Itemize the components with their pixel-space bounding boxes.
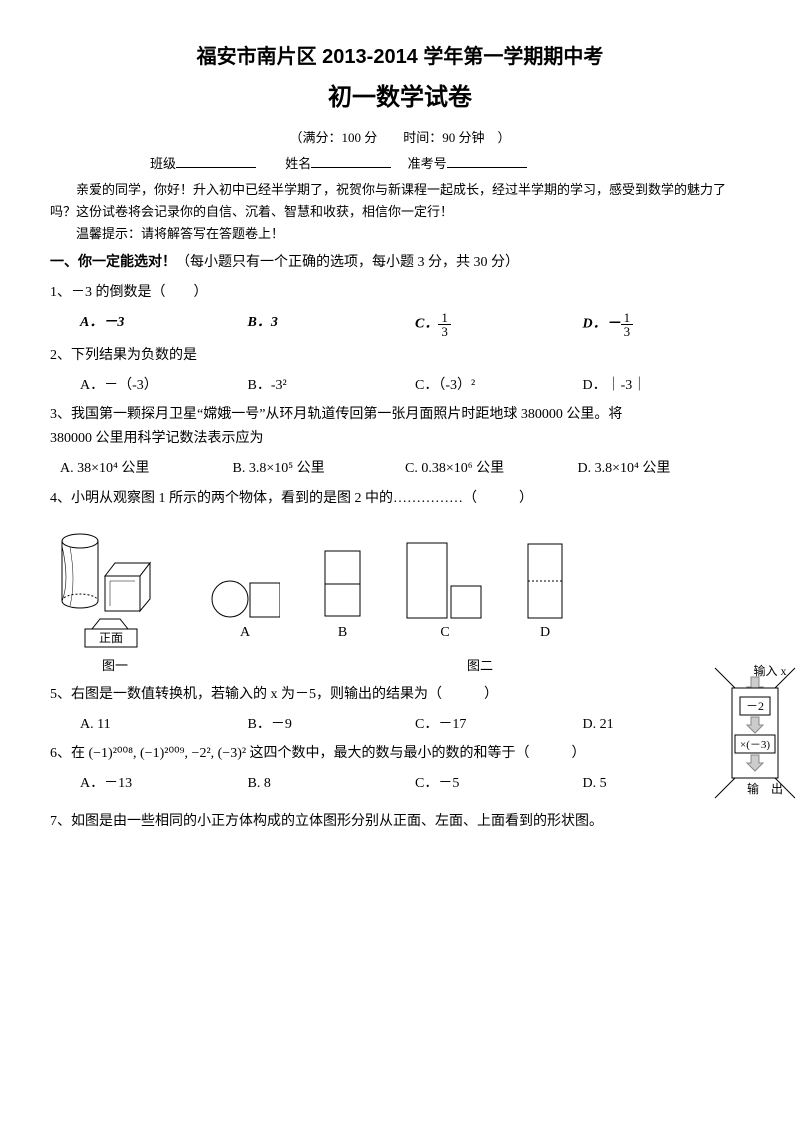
- q6-options: A．－13 B. 8 C．－5 D. 5: [80, 772, 750, 796]
- intro-text-1: 亲爱的同学，你好！升入初中已经半学期了，祝贺你与新课程一起成长，经过半学期的学习…: [50, 179, 750, 223]
- section-1-header: 一、你一定能选对！（每小题只有一个正确的选项，每小题 3 分，共 30 分）: [50, 251, 750, 275]
- name-blank: [311, 154, 391, 168]
- student-info-line: 班级 姓名 准考号: [150, 153, 750, 175]
- q5-stem: 5、右图是一数值转换机，若输入的 x 为－5，则输出的结果为（ ）: [50, 683, 750, 707]
- intro-text-2: 温馨提示：请将解答写在答题卷上！: [50, 223, 750, 245]
- fig1-svg: 正面: [50, 521, 180, 651]
- q1-stem: 1、－3 的倒数是（ ）: [50, 281, 750, 305]
- q3-stem-2: 380000 公里用科学记数法表示应为: [50, 427, 750, 451]
- q1-opt-c: C．13: [415, 311, 583, 338]
- q3-opt-b: B. 3.8×10⁵ 公里: [233, 457, 406, 481]
- section-1-title: 一、你一定能选对！: [50, 255, 176, 270]
- q6-opt-a: A．－13: [80, 772, 248, 796]
- q5-machine-diagram: 输入 x －2 ×(－3) 输 出: [710, 663, 800, 803]
- q4-fig1: 正面 图一: [50, 521, 180, 677]
- q2-stem: 2、下列结果为负数的是: [50, 344, 750, 368]
- fig1-caption: 图一: [50, 655, 180, 677]
- page-title-1: 福安市南片区 2013-2014 学年第一学期期中考: [50, 40, 750, 74]
- q2-opt-c: C．（-3）²: [415, 374, 583, 398]
- num-label: 准考号: [408, 156, 447, 171]
- q4-opt-c-label: C: [405, 621, 485, 645]
- q4-opt-d-fig: D: [525, 541, 565, 645]
- q4-opt-d-label: D: [525, 621, 565, 645]
- svg-text:输 出: 输 出: [747, 781, 783, 796]
- class-blank: [176, 154, 256, 168]
- q4-stem: 4、小明从观察图 1 所示的两个物体，看到的是图 2 中的……………（ ）: [50, 487, 750, 511]
- q3-opt-c: C. 0.38×10⁶ 公里: [405, 457, 578, 481]
- q5-options: A. 11 B．－9 C．－17 D. 21: [80, 713, 750, 737]
- q1-opt-b: B．3: [248, 315, 278, 330]
- class-label: 班级: [150, 156, 176, 171]
- q1-opt-a: A．－3: [80, 315, 124, 330]
- q3-opt-d: D. 3.8×10⁴ 公里: [578, 457, 751, 481]
- q5-opt-c: C．－17: [415, 713, 583, 737]
- svg-text:输入 x: 输入 x: [753, 663, 786, 678]
- q3-options: A. 38×10⁴ 公里 B. 3.8×10⁵ 公里 C. 0.38×10⁶ 公…: [60, 457, 750, 481]
- num-blank: [447, 154, 527, 168]
- page-title-2: 初一数学试卷: [50, 78, 750, 119]
- q1-options: A．－3 B．3 C．13 D．－13: [80, 311, 750, 338]
- q4-opt-a-fig: A: [210, 561, 280, 645]
- section-1-note: （每小题只有一个正确的选项，每小题 3 分，共 30 分）: [176, 255, 519, 270]
- q4-opt-b-label: B: [320, 621, 365, 645]
- q4-opt-c-fig: C: [405, 541, 485, 645]
- q4-figures: 正面 图一 A B C D 图二: [50, 521, 750, 677]
- q6-stem: 6、在 (−1)²⁰⁰⁸, (−1)²⁰⁰⁹, −2², (−3)² 这四个数中…: [50, 742, 750, 766]
- q4-fig2-group: A B C D 图二: [210, 541, 750, 677]
- q4-opt-b-fig: B: [320, 546, 365, 645]
- q2-opt-a: A．－（-3）: [80, 374, 248, 398]
- svg-text:－2: －2: [746, 699, 764, 713]
- q1-opt-d: D．－13: [583, 311, 751, 338]
- fig2-caption: 图二: [210, 655, 750, 677]
- q2-opt-b: B．-3²: [248, 374, 416, 398]
- q6-opt-c: C．－5: [415, 772, 583, 796]
- q2-opt-d: D．｜-3｜: [583, 374, 751, 398]
- exam-meta: （满分：100 分 时间：90 分钟 ）: [50, 127, 750, 149]
- front-label-text: 正面: [99, 631, 123, 645]
- q4-opt-a-label: A: [210, 621, 280, 645]
- q5-opt-b: B．－9: [248, 713, 416, 737]
- svg-text:×(－3): ×(－3): [740, 739, 770, 751]
- q2-options: A．－（-3） B．-3² C．（-3）² D．｜-3｜: [80, 374, 750, 398]
- q7-stem: 7、如图是由一些相同的小正方体构成的立体图形分别从正面、左面、上面看到的形状图。: [50, 810, 750, 834]
- name-label: 姓名: [285, 156, 311, 171]
- q3-opt-a: A. 38×10⁴ 公里: [60, 457, 233, 481]
- q3-stem-1: 3、我国第一颗探月卫星“嫦娥一号”从环月轨道传回第一张月面照片时距地球 3800…: [50, 403, 750, 427]
- q5-opt-a: A. 11: [80, 713, 248, 737]
- q6-opt-b: B. 8: [248, 772, 416, 796]
